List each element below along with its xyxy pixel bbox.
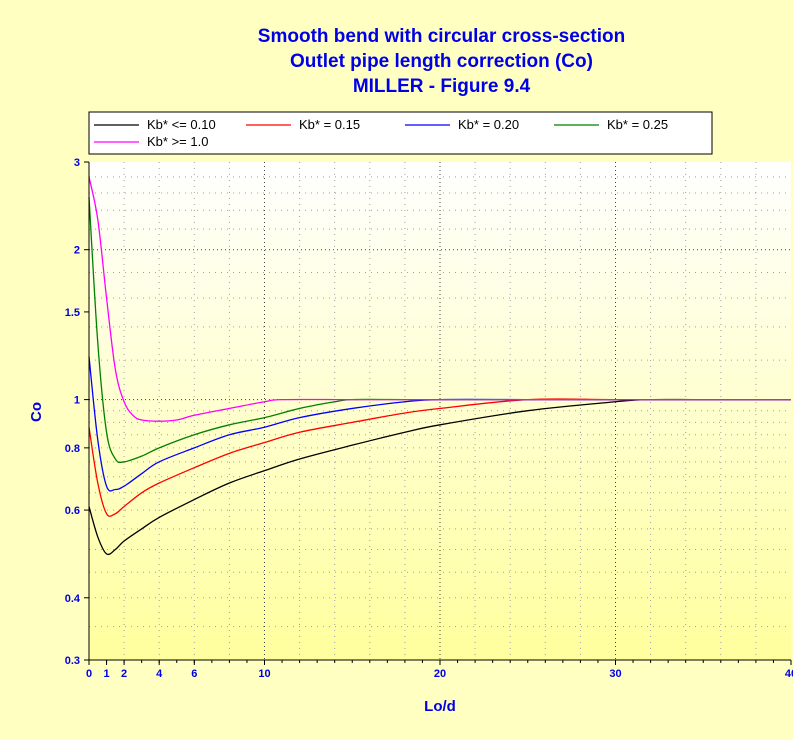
legend-label-4: Kb* = 0.25 xyxy=(607,117,668,132)
legend-box xyxy=(88,111,713,155)
y-tick-label: 0.6 xyxy=(65,505,80,517)
x-tick-label: 40 xyxy=(785,668,793,680)
legend: Kb* <= 0.10 Kb* = 0.15 Kb* = 0.20 Kb* = 0.2… xyxy=(88,111,713,155)
legend-label-3: Kb* = 0.20 xyxy=(458,117,519,132)
y-axis-label: Co xyxy=(28,402,45,422)
x-tick-label: 30 xyxy=(609,668,621,680)
chart-title-line-2: Outlet pipe length correction (Co) xyxy=(290,51,593,72)
x-axis-label: Lo/d xyxy=(424,698,456,715)
x-tick-label: 2 xyxy=(121,668,127,680)
y-tick-label: 2 xyxy=(74,245,80,257)
legend-label-5: Kb* >= 1.0 xyxy=(147,134,208,149)
x-tick-label: 10 xyxy=(258,668,270,680)
x-tick-label: 0 xyxy=(86,668,92,680)
x-tick-label: 1 xyxy=(103,668,109,680)
series-line-5 xyxy=(88,176,791,422)
y-tick-label: 1.5 xyxy=(65,307,80,319)
y-tick-label: 1 xyxy=(74,395,80,407)
series-line-1 xyxy=(88,398,791,556)
y-tick-label: 0.3 xyxy=(65,655,80,667)
y-tick-label: 0.4 xyxy=(65,593,81,605)
x-tick-label: 20 xyxy=(434,668,446,680)
legend-label-2: Kb* = 0.15 xyxy=(299,117,360,132)
legend-label-1: Kb* <= 0.10 xyxy=(147,117,216,132)
y-tick-label: 0.8 xyxy=(65,443,80,455)
chart-title-line-1: Smooth bend with circular cross-section xyxy=(257,26,626,47)
x-tick-label: 6 xyxy=(191,668,197,680)
chart-title-line-3: MILLER - Figure 9.4 xyxy=(352,76,531,97)
y-tick-label: 3 xyxy=(74,157,80,169)
x-tick-label: 4 xyxy=(156,668,163,680)
